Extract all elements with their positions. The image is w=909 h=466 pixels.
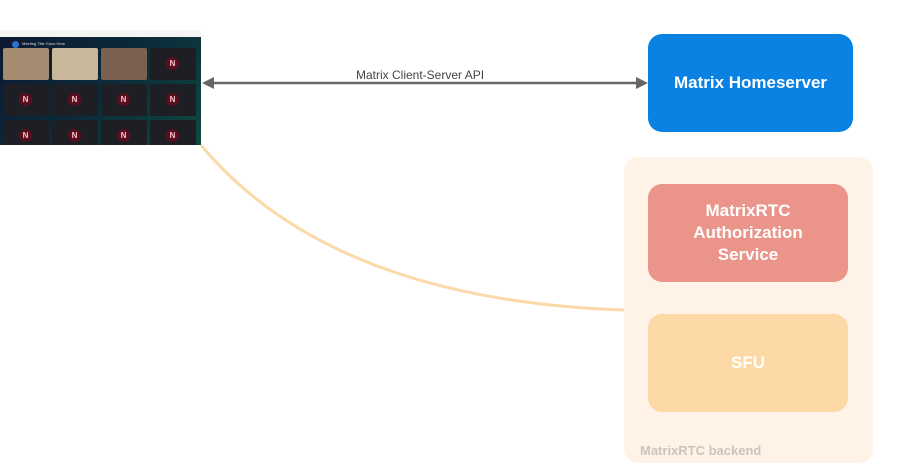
browser-toolbar [0, 30, 201, 37]
arrowhead-left-icon [202, 77, 214, 89]
edge-label: Matrix Client-Server API [356, 68, 485, 82]
meeting-title: Meeting Title Goes Here [22, 41, 66, 46]
arrowhead-right-icon [636, 77, 648, 89]
backend-label: MatrixRTC backend [640, 443, 762, 458]
element-call-screenshot: Meeting Title Goes Here N N N N N N N N … [0, 30, 201, 145]
room-avatar [12, 41, 19, 48]
sfu: SFU [648, 314, 848, 412]
authorization-service: MatrixRTC Authorization Service [648, 184, 848, 282]
client-to-backend-curve [199, 144, 625, 312]
matrix-homeserver: Matrix Homeserver [648, 34, 853, 132]
